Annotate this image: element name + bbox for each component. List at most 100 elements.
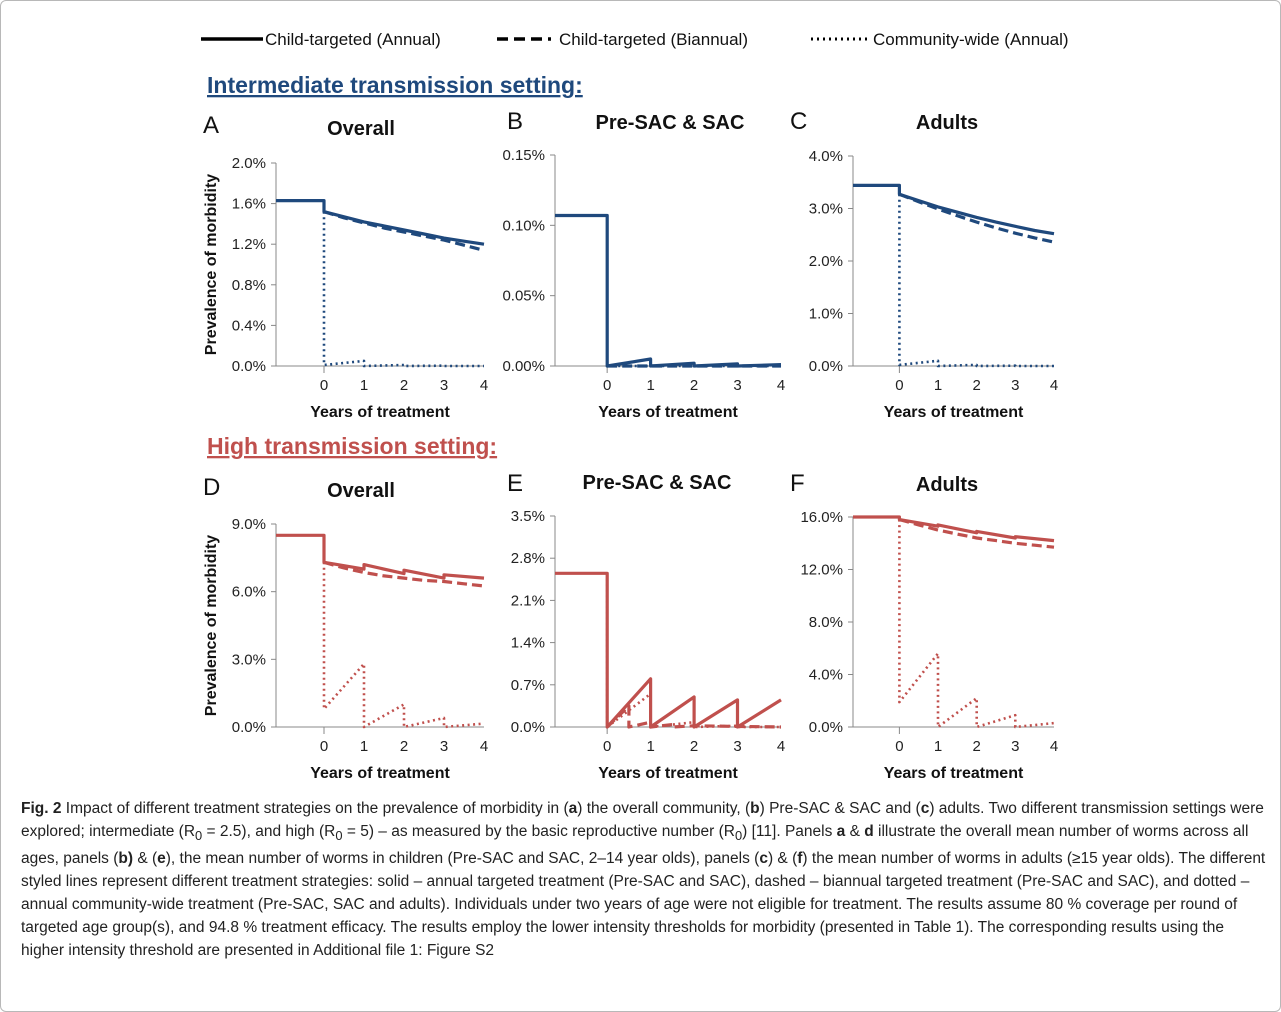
panel-title: Overall [327, 480, 395, 502]
panel-f: F Adults 0.0% 4.0% 8.0% 12.0% 16.0% 0 1 2 3 4 Years … [790, 470, 1058, 782]
x-tick-label: 3 [733, 377, 741, 394]
x-axis-label: Years of treatment [310, 765, 450, 782]
panel-d: D Overall 0.0% 3.0% 6.0% 9.0% 0 1 2 3 4 Years of tr… [203, 474, 488, 782]
y-tick-label: 4.0% [809, 148, 843, 165]
x-tick-label: 4 [480, 738, 488, 755]
x-tick-label: 4 [1050, 377, 1058, 394]
x-axis-label: Years of treatment [884, 765, 1024, 782]
panel-title: Pre-SAC & SAC [583, 472, 732, 494]
x-tick-label: 3 [733, 738, 741, 755]
x-tick-label: 2 [690, 377, 698, 394]
x-tick-label: 1 [360, 738, 368, 755]
y-tick-label: 1.2% [232, 236, 266, 253]
panel-title: Adults [916, 474, 978, 496]
x-tick-label: 4 [1050, 738, 1058, 755]
panel-b: B Pre-SAC & SAC 0.00% 0.05% 0.10% 0.15% 0 1 2 3 4 Y… [502, 108, 785, 421]
y-tick-label: 1.6% [232, 196, 266, 213]
y-tick-label: 0.8% [232, 277, 266, 294]
series-dotted-line [322, 211, 484, 368]
x-tick-label: 2 [400, 377, 408, 394]
panel-title: Overall [327, 118, 395, 140]
y-tick-label: 6.0% [232, 584, 266, 601]
series-solid-line [555, 213, 782, 368]
series-solid-line [276, 533, 485, 580]
y-tick-label: 3.0% [232, 651, 266, 668]
caption-body: Impact of different treatment strategies… [21, 800, 1266, 960]
x-tick-label: 1 [646, 377, 654, 394]
panel-letter: D [203, 474, 220, 501]
series-dashed-line [898, 192, 1055, 244]
y-tick-label: 2.1% [511, 592, 545, 609]
series-solid-line [555, 571, 782, 729]
y-tick-label: 0.05% [502, 288, 545, 305]
series-solid-line [853, 515, 1055, 543]
x-tick-label: 3 [440, 738, 448, 755]
x-tick-label: 4 [777, 377, 785, 394]
x-tick-label: 3 [1011, 738, 1019, 755]
y-tick-label: 4.0% [809, 667, 843, 684]
panel-letter: E [507, 470, 523, 497]
series-dashed-line [323, 560, 485, 588]
y-tick-label: 0.0% [809, 719, 843, 736]
legend-label-solid: Child-targeted (Annual) [265, 30, 441, 49]
x-tick-label: 2 [973, 377, 981, 394]
panels: A Overall 0.0% 0.4% 0.8% 1.2% 1.6% 2.0% 0 1 2 3 4 Yea… [203, 108, 1058, 782]
x-axis-label: Years of treatment [310, 404, 450, 421]
series-dotted-line [898, 194, 1054, 368]
chart-canvas: Child-targeted (Annual) Child-targeted (… [201, 30, 1069, 782]
x-tick-label: 4 [777, 738, 785, 755]
panel-c: C Adults 0.0% 1.0% 2.0% 3.0% 4.0% 0 1 2 3 4 Years of… [790, 108, 1058, 421]
y-tick-label: 0.0% [232, 358, 266, 375]
x-tick-label: 0 [603, 377, 611, 394]
y-tick-label: 2.0% [809, 253, 843, 270]
y-tick-label: 2.8% [511, 550, 545, 567]
y-tick-label: 0.10% [502, 217, 545, 234]
y-axis-label: Prevalence of morbidity [203, 535, 220, 716]
section-title-intermediate: Intermediate transmission setting: [207, 72, 583, 98]
series-solid-line [276, 199, 485, 246]
x-tick-label: 1 [360, 377, 368, 394]
x-tick-label: 0 [895, 738, 903, 755]
x-tick-label: 3 [1011, 377, 1019, 394]
y-tick-label: 0.4% [232, 317, 266, 334]
series-solid-line [853, 183, 1055, 236]
panel-title: Adults [916, 112, 978, 134]
x-tick-label: 2 [973, 738, 981, 755]
panel-letter: B [507, 108, 523, 135]
x-tick-label: 0 [320, 738, 328, 755]
y-axis-label: Prevalence of morbidity [203, 174, 220, 355]
panel-a: A Overall 0.0% 0.4% 0.8% 1.2% 1.6% 2.0% 0 1 2 3 4 Yea… [203, 112, 488, 421]
y-tick-label: 0.7% [511, 677, 545, 694]
series-dotted-line [605, 573, 781, 729]
y-tick-label: 3.0% [809, 201, 843, 218]
legend-label-dotted: Community-wide (Annual) [873, 30, 1069, 49]
panel-title: Pre-SAC & SAC [596, 112, 745, 134]
x-tick-label: 2 [400, 738, 408, 755]
x-tick-label: 0 [895, 377, 903, 394]
y-tick-label: 0.15% [502, 147, 545, 164]
figure-caption: Fig. 2 Impact of different treatment str… [21, 797, 1271, 962]
y-tick-label: 0.00% [502, 358, 545, 375]
series-dotted-line [898, 519, 1055, 729]
x-axis-label: Years of treatment [884, 404, 1024, 421]
y-tick-label: 1.4% [511, 635, 545, 652]
y-tick-label: 12.0% [800, 562, 843, 579]
series-dashed-line [898, 518, 1055, 549]
x-axis-label: Years of treatment [598, 404, 738, 421]
panel-letter: C [790, 108, 807, 135]
y-tick-label: 0.0% [809, 358, 843, 375]
x-tick-label: 2 [690, 738, 698, 755]
x-tick-label: 0 [603, 738, 611, 755]
panel-letter: F [790, 470, 805, 497]
y-tick-label: 8.0% [809, 614, 843, 631]
legend: Child-targeted (Annual) Child-targeted (… [201, 30, 1069, 49]
x-tick-label: 4 [480, 377, 488, 394]
y-tick-label: 9.0% [232, 516, 266, 533]
panel-e: E Pre-SAC & SAC 0.0% 0.7% 1.4% 2.1% 2.8% 3.5% 0 1… [507, 470, 785, 782]
x-axis-label: Years of treatment [598, 765, 738, 782]
y-tick-label: 16.0% [800, 509, 843, 526]
x-tick-label: 1 [934, 738, 942, 755]
panel-letter: A [203, 112, 219, 139]
y-tick-label: 2.0% [232, 155, 266, 172]
